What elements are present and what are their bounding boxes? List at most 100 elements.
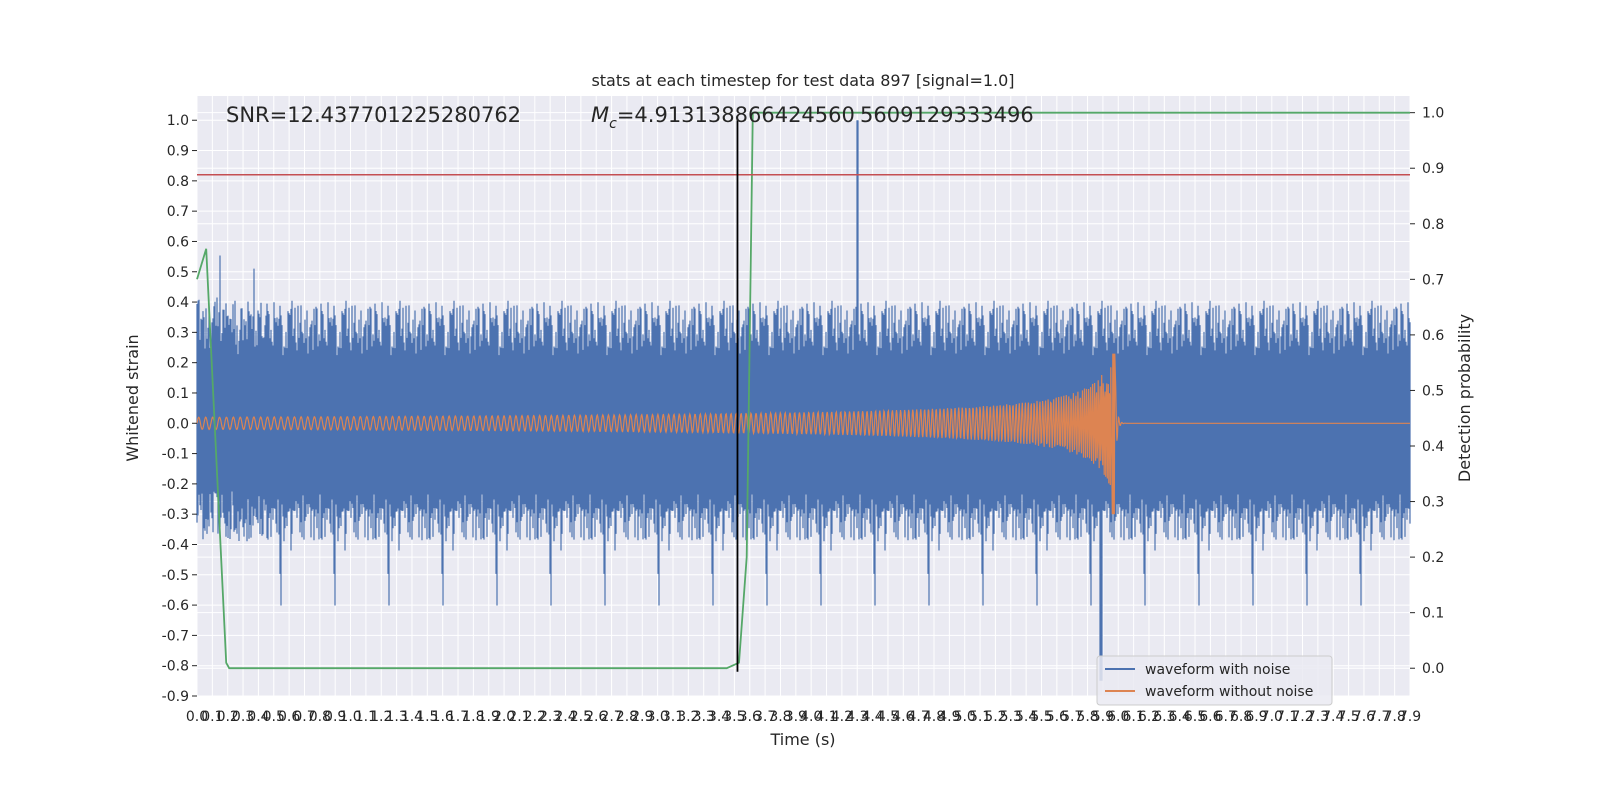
- x-tick-label: 5.3: [1000, 709, 1022, 725]
- y2-tick-label: 0.3: [1422, 495, 1444, 511]
- x-tick-label: 6.2: [1138, 709, 1160, 725]
- x-tick-label: 2.5: [570, 709, 592, 725]
- y2-tick-label: 1.0: [1422, 106, 1444, 122]
- x-tick-label: 3.1: [662, 709, 684, 725]
- mc-subscript: c: [609, 116, 617, 132]
- mc-value: =4.913138866424560: [617, 103, 855, 127]
- mc-symbol: M: [591, 103, 609, 127]
- x-tick-label: 5.5: [1030, 709, 1052, 725]
- x-tick-label: 0.9: [324, 709, 346, 725]
- x-tick-label: 2.8: [616, 709, 638, 725]
- y-tick-label: 0.8: [167, 174, 189, 190]
- y2-axis-label: Detection probability: [1455, 314, 1474, 482]
- x-tick-label: 3.5: [723, 709, 745, 725]
- y-tick-label: 1.0: [167, 113, 189, 129]
- x-tick-label: 0.6: [278, 709, 300, 725]
- x-tick-label: 1.3: [385, 709, 407, 725]
- x-tick-label: 6.3: [1153, 709, 1175, 725]
- y2-tick-label: 0.9: [1422, 161, 1444, 177]
- x-tick-label: 5.6: [1046, 709, 1068, 725]
- y-tick-label: 0.4: [167, 295, 189, 311]
- y-tick-label: 0.7: [167, 204, 189, 220]
- x-tick-label: 5.7: [1061, 709, 1083, 725]
- x-tick-label: 1.2: [370, 709, 392, 725]
- x-tick-label: 2.2: [524, 709, 546, 725]
- x-tick-label: 4.7: [908, 709, 930, 725]
- x-tick-label: 4.0: [800, 709, 822, 725]
- x-tick-label: 5.9: [1092, 709, 1114, 725]
- x-tick-label: 4.6: [892, 709, 914, 725]
- x-tick-label: 5.0: [954, 709, 976, 725]
- overlap-annotation: 5609129333496: [860, 103, 1034, 127]
- snr-annotation: SNR=12.437701225280762: [226, 103, 521, 127]
- x-tick-label: 3.3: [693, 709, 715, 725]
- x-tick-label: 6.5: [1184, 709, 1206, 725]
- x-tick-label: 0.5: [263, 709, 285, 725]
- x-tick-label: 3.2: [677, 709, 699, 725]
- x-tick-label: 3.0: [647, 709, 669, 725]
- y-tick-label: 0.5: [167, 265, 189, 281]
- y-tick-label: -0.4: [162, 537, 189, 553]
- y2-tick-label: 0.2: [1422, 550, 1444, 566]
- x-tick-label: 6.8: [1230, 709, 1252, 725]
- legend-label-noise: waveform with noise: [1145, 662, 1290, 678]
- mc-annotation: Mc=4.913138866424560: [591, 103, 855, 132]
- x-tick-label: 4.1: [815, 709, 837, 725]
- y-tick-label: -0.9: [162, 689, 189, 705]
- y-tick-label: -0.2: [162, 477, 189, 493]
- x-tick-label: 4.2: [831, 709, 853, 725]
- y2-tick-label: 0.0: [1422, 661, 1444, 677]
- x-tick-label: 0.4: [247, 709, 269, 725]
- x-tick-label: 1.0: [339, 709, 361, 725]
- x-tick-label: 5.8: [1076, 709, 1098, 725]
- x-tick-label: 7.9: [1399, 709, 1421, 725]
- y-tick-label: -0.3: [162, 507, 189, 523]
- x-axis-label: Time (s): [769, 730, 835, 749]
- x-tick-label: 5.4: [1015, 709, 1037, 725]
- x-tick-label: 4.9: [938, 709, 960, 725]
- y2-tick-label: 0.7: [1422, 272, 1444, 288]
- y-tick-label: -0.6: [162, 598, 189, 614]
- x-axis-ticks: 0.00.10.20.30.40.50.60.70.80.91.01.11.21…: [186, 709, 1421, 725]
- y-tick-label: 0.3: [167, 325, 189, 341]
- y-tick-label: -0.5: [162, 568, 189, 584]
- y-tick-label: -0.8: [162, 659, 189, 675]
- x-tick-label: 4.5: [877, 709, 899, 725]
- x-tick-label: 7.4: [1322, 709, 1344, 725]
- probability-series: [196, 111, 1410, 670]
- x-tick-label: 4.4: [861, 709, 883, 725]
- x-tick-label: 7.2: [1291, 709, 1313, 725]
- y2-tick-label: 0.4: [1422, 439, 1444, 455]
- y-axis-ticks: 1.0 0.9 0.8 0.7 0.6 0.5 0.4 0.3 0.2 0.1 0.0 -0.1 -0.…: [162, 113, 197, 705]
- x-tick-label: 6.6: [1199, 709, 1221, 725]
- x-tick-label: 2.7: [600, 709, 622, 725]
- x-tick-label: 6.4: [1169, 709, 1191, 725]
- x-tick-label: 4.8: [923, 709, 945, 725]
- clean-series: [196, 353, 1410, 515]
- x-tick-label: 6.0: [1107, 709, 1129, 725]
- x-tick-label: 4.3: [846, 709, 868, 725]
- chart-title: stats at each timestep for test data 897…: [591, 71, 1014, 90]
- x-tick-label: 2.6: [585, 709, 607, 725]
- x-tick-label: 1.9: [478, 709, 500, 725]
- x-tick-label: 7.3: [1307, 709, 1329, 725]
- x-tick-label: 0.2: [217, 709, 239, 725]
- x-tick-label: 5.1: [969, 709, 991, 725]
- x-tick-label: 2.3: [539, 709, 561, 725]
- y-axis-label: Whitened strain: [123, 334, 142, 461]
- x-tick-label: 3.7: [754, 709, 776, 725]
- x-tick-label: 0.8: [309, 709, 331, 725]
- x-tick-label: 2.0: [493, 709, 515, 725]
- x-tick-label: 1.5: [416, 709, 438, 725]
- probability-line: [196, 111, 1410, 670]
- x-tick-label: 1.8: [462, 709, 484, 725]
- y2-tick-label: 0.1: [1422, 606, 1444, 622]
- y2-tick-label: 0.8: [1422, 217, 1444, 233]
- legend-box: [1096, 655, 1333, 706]
- y-tick-label: -0.7: [162, 628, 189, 644]
- x-tick-label: 6.9: [1245, 709, 1267, 725]
- legend: waveform with noise waveform without noi…: [1096, 655, 1333, 706]
- x-tick-label: 5.2: [984, 709, 1006, 725]
- y-tick-label: 0.2: [167, 356, 189, 372]
